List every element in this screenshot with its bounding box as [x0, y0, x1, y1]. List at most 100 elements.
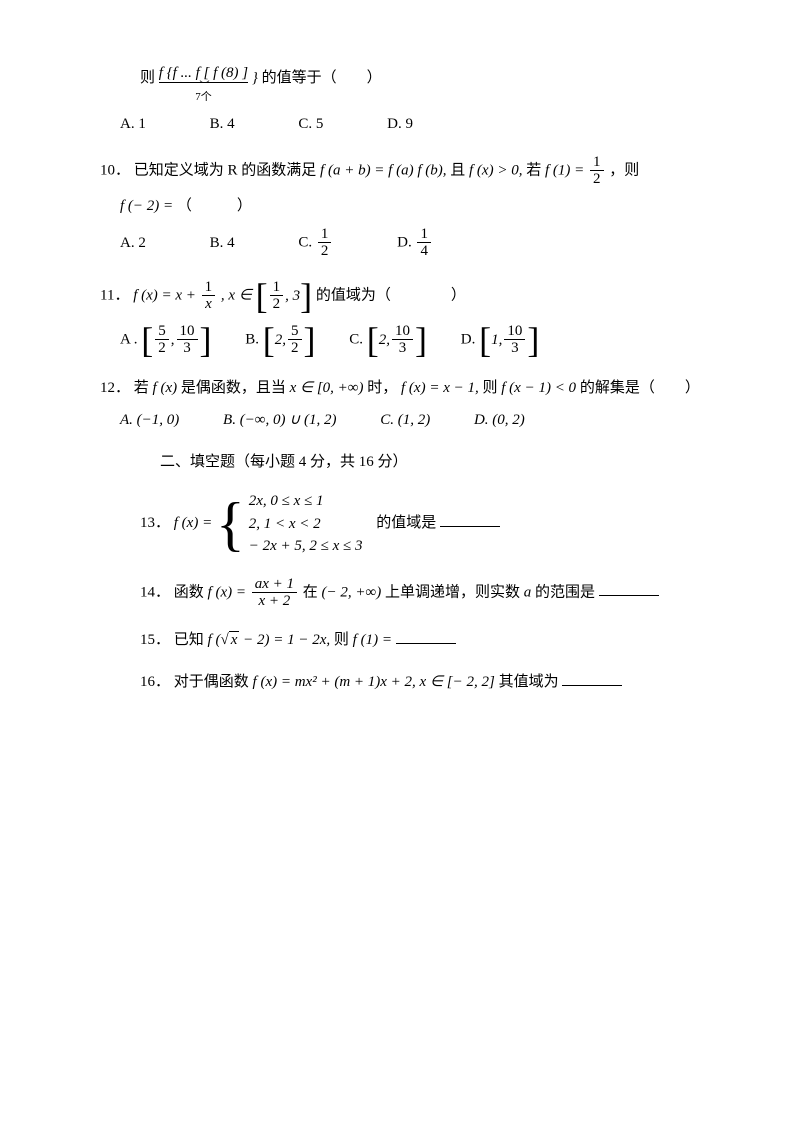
q11-b-rn: 5: [288, 323, 302, 341]
q11-c-rn: 10: [392, 323, 413, 341]
q14-expr-left: f (x) =: [208, 584, 246, 600]
nested-expr-left: f {f ... f: [159, 65, 200, 81]
q11-expr-left: f (x) = x +: [133, 287, 196, 303]
q15-line: 15． 已知 f (x − 2) = 1 − 2x, 则 f (1) =: [140, 628, 720, 652]
q13-tail: 的值域是: [376, 515, 436, 531]
q15-sqrt-body: x: [229, 631, 240, 648]
q13-num: 13．: [140, 515, 170, 531]
q14-text4: 的范围是: [535, 584, 595, 600]
q11-line1: 11． f (x) = x + 1 x , x ∈ [ 1 2 , 3 ] 的值…: [100, 278, 720, 314]
q11-c-label: C.: [349, 331, 363, 347]
q11-a-label: A .: [120, 331, 138, 347]
q15-expr1-left: f (: [208, 632, 221, 648]
q12-opt-c: C. (1, 2): [380, 408, 430, 432]
q10-expr2: f (x) > 0,: [469, 162, 522, 178]
q13-blank: [440, 511, 500, 527]
q12-text2: 是偶函数，且当: [181, 380, 286, 396]
question-16: 16． 对于偶函数 f (x) = mx² + (m + 1)x + 2, x …: [140, 670, 720, 694]
q10-d-label: D.: [397, 234, 412, 250]
nested-tail: 的值等于（ ）: [262, 70, 382, 86]
q16-blank: [562, 670, 622, 686]
nested-brace-label: 7个: [159, 91, 248, 103]
q11-frac-num: 1: [202, 279, 216, 297]
q12-num: 12．: [100, 380, 130, 396]
q15-num: 15．: [140, 632, 170, 648]
q16-line: 16． 对于偶函数 f (x) = mx² + (m + 1)x + 2, x …: [140, 670, 720, 694]
nested-expr-right: }: [252, 70, 258, 86]
q12-line1: 12． 若 f (x) 是偶函数，且当 x ∈ [0, +∞) 时， f (x)…: [100, 376, 720, 400]
q12-expr2: x ∈ [0, +∞): [290, 380, 364, 396]
question-13: 13． f (x) = { 2x, 0 ≤ x ≤ 1 2, 1 < x < 2…: [140, 490, 720, 558]
nested-expr-mid: [ f (8) ]: [204, 65, 249, 81]
q14-line: 14． 函数 f (x) = ax + 1 x + 2 在 (− 2, +∞) …: [140, 576, 720, 610]
q10-d-frac: 1 4: [417, 226, 431, 260]
q14-blank: [599, 580, 659, 596]
q15-blank: [396, 628, 456, 644]
q11-d-rn: 10: [504, 323, 525, 341]
q11-b-l: 2,: [275, 328, 286, 352]
q10-expr3-left: f (1) =: [545, 162, 584, 178]
question-10: 10． 已知定义域为 R 的函数满足 f (a + b) = f (a) f (…: [100, 154, 720, 260]
q10-line2-tail: （ ）: [177, 198, 252, 214]
q11-interval: [ 1 2 , 3 ]: [256, 278, 313, 314]
q11-options: A . [ 52 , 103 ] B. [ 2, 52 ] C. [ 2,: [120, 322, 720, 358]
q11-d-l: 1,: [491, 328, 502, 352]
q12-options: A. (−1, 0) B. (−∞, 0) ∪ (1, 2) C. (1, 2)…: [120, 408, 720, 433]
q14-text1: 函数: [174, 584, 204, 600]
q16-text1: 对于偶函数: [174, 674, 249, 690]
q11-a-ln: 5: [155, 323, 169, 341]
question-15: 15． 已知 f (x − 2) = 1 − 2x, 则 f (1) =: [140, 628, 720, 652]
q14-text2: 在: [303, 584, 318, 600]
q11-tail: 的值域为（ ）: [316, 287, 466, 303]
q10-text4: ，则: [609, 162, 639, 178]
q10-c-num: 1: [318, 226, 332, 244]
q11-frac1: 1 x: [202, 279, 216, 313]
q12-text5: 的解集是（ ）: [580, 380, 700, 396]
q11-opt-c: C. [ 2, 103 ]: [349, 322, 427, 358]
q9-opt-c: C. 5: [298, 112, 323, 136]
q12-text1: 若: [134, 380, 149, 396]
underbrace: f {f ... f [ f (8) ] ︶ 7个: [159, 66, 248, 103]
question-12: 12． 若 f (x) 是偶函数，且当 x ∈ [0, +∞) 时， f (x)…: [100, 376, 720, 433]
q11-int-num: 1: [270, 279, 284, 297]
q10-opt-c: C. 1 2: [298, 226, 333, 260]
q10-frac: 1 2: [590, 154, 604, 188]
q15-text1: 已知: [174, 632, 204, 648]
q11-a-rn: 10: [177, 323, 198, 341]
question-nested-f: 则 f {f ... f [ f (8) ] ︶ 7个 } 的值等于（ ） A.…: [100, 66, 720, 136]
q15-text2: 则: [334, 632, 349, 648]
q12-expr1: f (x): [153, 380, 178, 396]
q11-b-label: B.: [245, 331, 259, 347]
q14-frac-den: x + 2: [252, 593, 297, 610]
q12-expr3: f (x) = x − 1,: [401, 380, 479, 396]
q10-text3: 若: [526, 162, 541, 178]
q9-options: A. 1 B. 4 C. 5 D. 9: [120, 111, 720, 136]
q10-line2-expr: f (− 2) =: [120, 198, 173, 214]
q14-num: 14．: [140, 584, 170, 600]
q11-num: 11．: [100, 287, 129, 303]
q11-opt-b: B. [ 2, 52 ]: [245, 322, 315, 358]
q14-text3: 上单调递增，则实数: [385, 584, 520, 600]
brace-curve: ︶: [159, 83, 248, 91]
q11-int-r: , 3: [285, 284, 300, 308]
q10-d-den: 4: [417, 243, 431, 260]
q13-line: 13． f (x) = { 2x, 0 ≤ x ≤ 1 2, 1 < x < 2…: [140, 490, 720, 558]
q10-c-den: 2: [318, 243, 332, 260]
q11-a-rd: 3: [177, 340, 198, 357]
q12-text3: 时，: [367, 380, 397, 396]
q12-expr4: f (x − 1) < 0: [501, 380, 576, 396]
section-2-title: 二、填空题（每小题 4 分，共 16 分）: [160, 450, 720, 474]
q9-opt-b: B. 4: [210, 112, 235, 136]
q11-d-label: D.: [461, 331, 476, 347]
question-11: 11． f (x) = x + 1 x , x ∈ [ 1 2 , 3 ] 的值…: [100, 278, 720, 358]
q10-opt-d: D. 1 4: [397, 226, 433, 260]
q10-d-num: 1: [417, 226, 431, 244]
q14-frac-num: ax + 1: [252, 576, 297, 594]
q12-opt-a: A. (−1, 0): [120, 408, 179, 432]
q10-c-label: C.: [298, 234, 312, 250]
q15-sqrt: x: [220, 628, 239, 652]
q14-interval: (− 2, +∞): [322, 584, 382, 600]
q11-int-den: 2: [270, 296, 284, 313]
q12-text4: 则: [482, 380, 497, 396]
q13-row3: − 2x + 5, 2 ≤ x ≤ 3: [249, 535, 363, 558]
